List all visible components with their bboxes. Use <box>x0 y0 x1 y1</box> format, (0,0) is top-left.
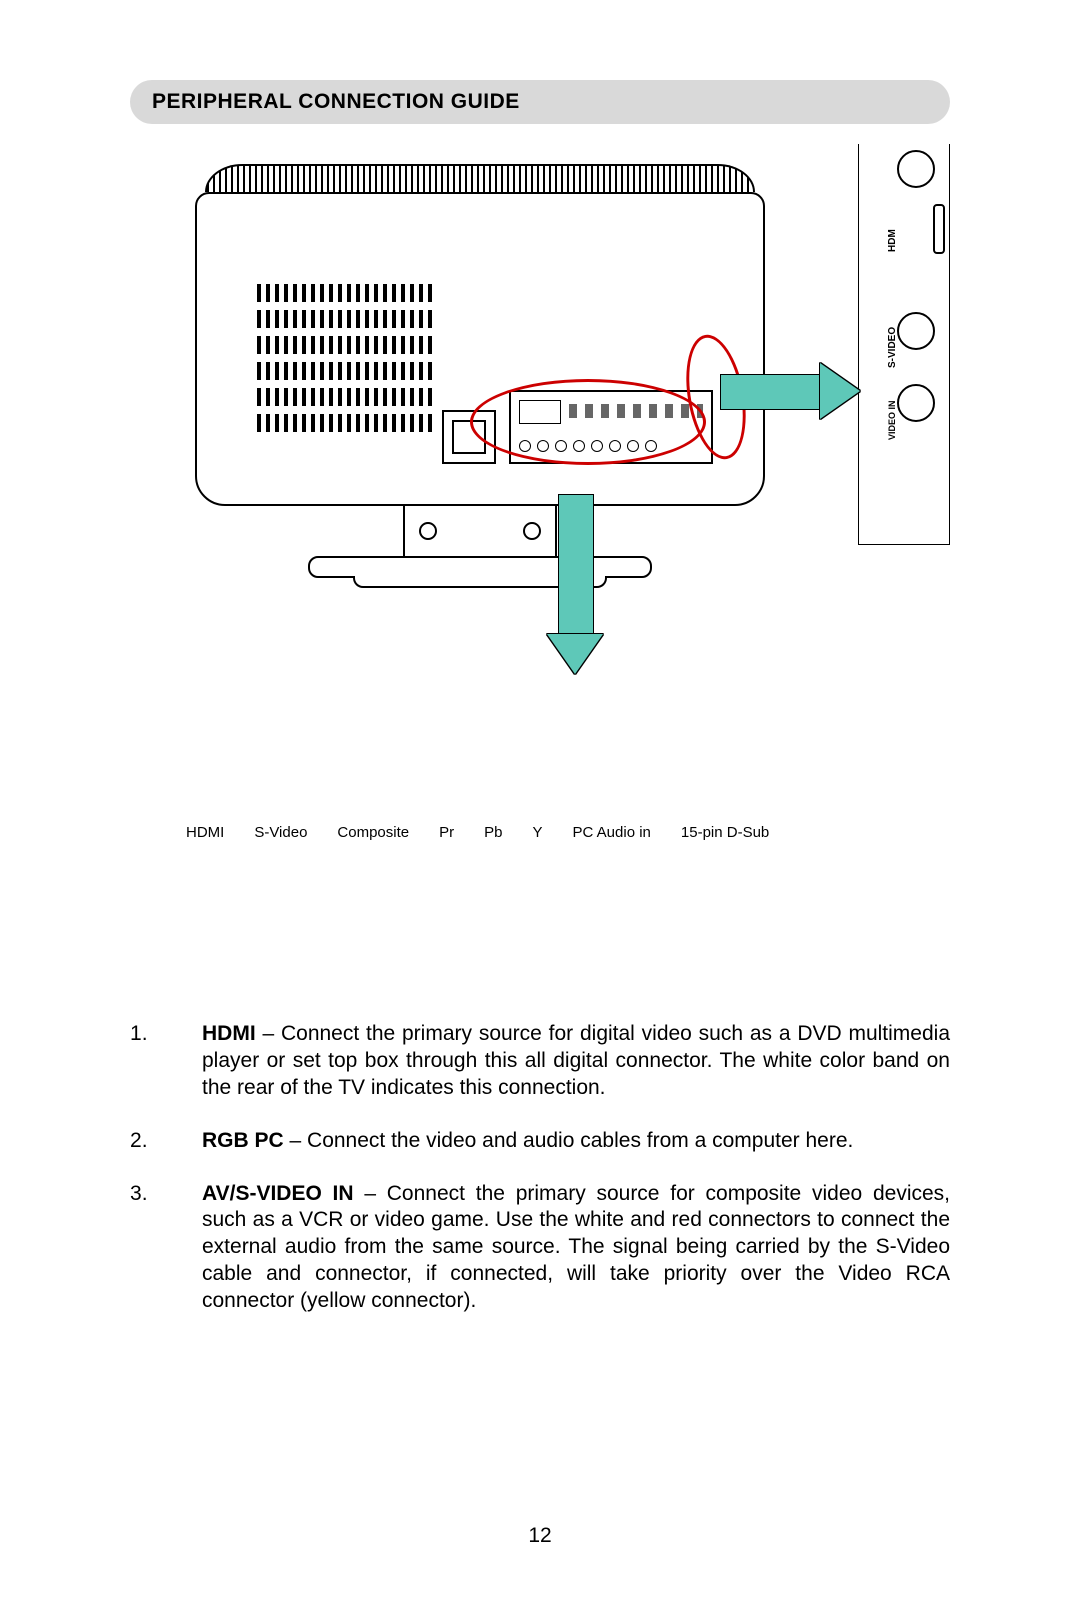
arrow-down-icon <box>558 494 594 636</box>
port-label: Pb <box>484 824 502 841</box>
port-label: HDMI <box>186 824 224 841</box>
port-label: 15-pin D-Sub <box>681 824 769 841</box>
callout-oval-icon <box>470 379 706 465</box>
jack-icon <box>897 150 935 188</box>
connection-name: AV/S-VIDEO IN <box>202 1182 354 1205</box>
video-in-label: VIDEO IN <box>887 400 897 440</box>
list-item: HDMI – Connect the primary source for di… <box>130 1021 950 1102</box>
connection-list: HDMI – Connect the primary source for di… <box>130 1021 950 1315</box>
page-number: 12 <box>0 1524 1080 1548</box>
jack-icon <box>897 312 935 350</box>
hdmi-slot-icon <box>933 204 945 254</box>
jack-icon <box>897 384 935 422</box>
connection-name: HDMI <box>202 1022 256 1045</box>
port-label: Composite <box>337 824 409 841</box>
vent-icon <box>257 284 437 444</box>
connection-name: RGB PC <box>202 1129 284 1152</box>
port-label: PC Audio in <box>573 824 651 841</box>
connection-text: – Connect the primary source for digital… <box>202 1022 950 1099</box>
connection-text: – Connect the video and audio cables fro… <box>284 1129 854 1152</box>
section-title: PERIPHERAL CONNECTION GUIDE <box>152 90 520 114</box>
side-input-panel: HDM S-VIDEO VIDEO IN <box>858 144 950 545</box>
tv-rear-illustration <box>195 164 765 588</box>
port-label: Y <box>532 824 542 841</box>
section-header: PERIPHERAL CONNECTION GUIDE <box>130 80 950 124</box>
list-item: RGB PC – Connect the video and audio cab… <box>130 1128 950 1155</box>
hdmi-label: HDM <box>887 229 898 252</box>
port-label: Pr <box>439 824 454 841</box>
arrow-right-icon <box>720 374 822 410</box>
manual-page: PERIPHERAL CONNECTION GUIDE HDM S-VIDEO … <box>0 0 1080 1618</box>
port-label: S-Video <box>254 824 307 841</box>
connection-diagram: HDM S-VIDEO VIDEO IN <box>130 164 950 604</box>
port-label-row: HDMI S-Video Composite Pr Pb Y PC Audio … <box>130 824 950 841</box>
list-item: AV/S-VIDEO IN – Connect the primary sour… <box>130 1181 950 1315</box>
